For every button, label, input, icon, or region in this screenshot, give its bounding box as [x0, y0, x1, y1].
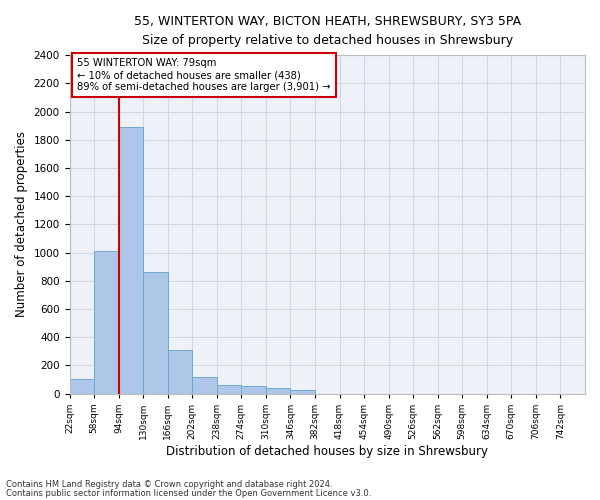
Bar [192, 378, 217, 394]
Bar [266, 388, 290, 394]
Bar [94, 251, 119, 394]
Bar [241, 386, 266, 394]
Text: Contains HM Land Registry data © Crown copyright and database right 2024.: Contains HM Land Registry data © Crown c… [6, 480, 332, 489]
Bar [119, 127, 143, 394]
Bar [168, 350, 192, 394]
Bar [217, 385, 241, 394]
X-axis label: Distribution of detached houses by size in Shrewsbury: Distribution of detached houses by size … [166, 444, 488, 458]
Bar [143, 272, 168, 394]
Y-axis label: Number of detached properties: Number of detached properties [15, 132, 28, 318]
Bar [290, 390, 315, 394]
Title: 55, WINTERTON WAY, BICTON HEATH, SHREWSBURY, SY3 5PA
Size of property relative t: 55, WINTERTON WAY, BICTON HEATH, SHREWSB… [134, 15, 521, 47]
Bar [70, 380, 94, 394]
Text: Contains public sector information licensed under the Open Government Licence v3: Contains public sector information licen… [6, 488, 371, 498]
Text: 55 WINTERTON WAY: 79sqm
← 10% of detached houses are smaller (438)
89% of semi-d: 55 WINTERTON WAY: 79sqm ← 10% of detache… [77, 58, 331, 92]
